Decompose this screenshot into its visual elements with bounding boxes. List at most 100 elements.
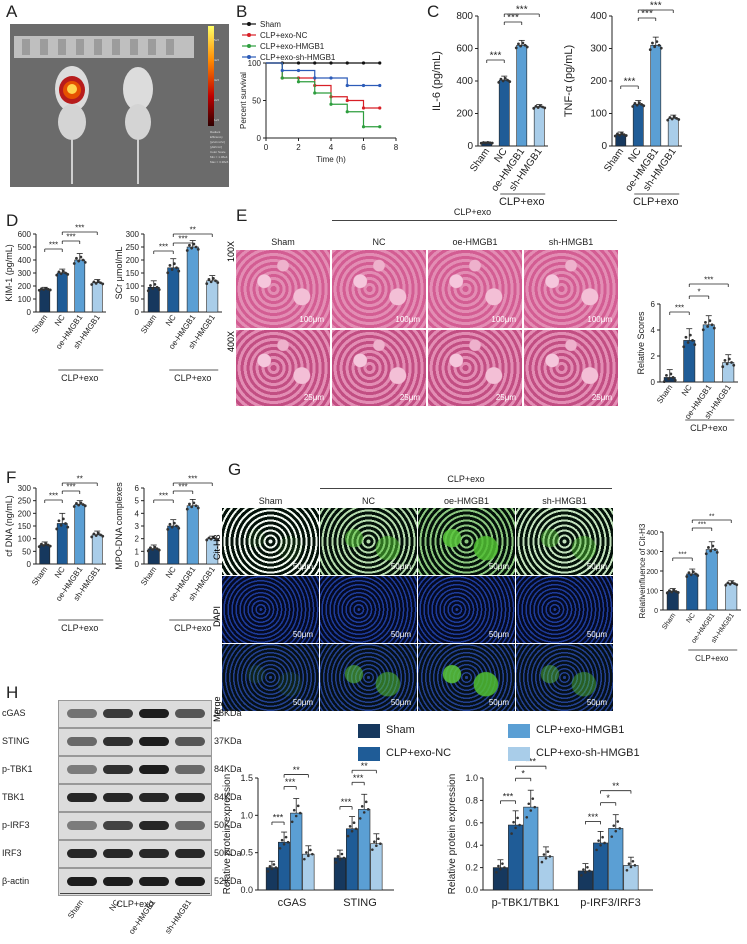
data-point bbox=[726, 581, 730, 585]
data-point bbox=[157, 548, 161, 552]
scale-bar-label: 25μm bbox=[303, 393, 324, 402]
data-point bbox=[694, 572, 697, 576]
blot-size-label: 52KDa bbox=[214, 876, 242, 886]
g-top-label: CLP+exo bbox=[447, 474, 485, 484]
data-point bbox=[75, 502, 78, 505]
scale-bar-label: 25μm bbox=[399, 393, 420, 402]
legend-label-sham: Sham bbox=[386, 724, 415, 736]
scale-bar-label: 100μm bbox=[587, 315, 612, 324]
y-axis-label: cf DNA (ng/mL) bbox=[4, 495, 14, 557]
survival-point bbox=[313, 76, 317, 80]
data-point bbox=[601, 835, 604, 839]
panel-letter-d: D bbox=[6, 211, 19, 230]
data-point bbox=[586, 865, 589, 869]
legend-marker bbox=[247, 22, 251, 26]
bar bbox=[725, 583, 738, 611]
x-tick-label: 4 bbox=[329, 143, 334, 152]
y-tick-label: 300 bbox=[18, 269, 32, 278]
significance-label: *** bbox=[704, 276, 713, 285]
data-point bbox=[278, 847, 282, 850]
bar bbox=[608, 828, 624, 891]
data-point bbox=[79, 501, 83, 505]
data-point bbox=[691, 570, 695, 574]
scale-bar-label: 50μm bbox=[292, 562, 313, 571]
data-point bbox=[501, 79, 505, 83]
significance-label: *** bbox=[507, 13, 519, 24]
survival-point bbox=[378, 61, 382, 65]
group-bracket-label: CLP+exo bbox=[174, 623, 211, 633]
y-tick-label: 200 bbox=[646, 569, 658, 576]
legend-marker bbox=[247, 33, 251, 37]
scale-bar-label: 25μm bbox=[495, 393, 516, 402]
data-point bbox=[194, 504, 198, 508]
data-point bbox=[340, 852, 344, 856]
data-point bbox=[46, 287, 50, 291]
data-point bbox=[190, 505, 194, 509]
survival-point bbox=[296, 80, 301, 84]
y-tick-label: 100 bbox=[18, 535, 32, 544]
data-point bbox=[708, 319, 712, 323]
y-axis-label: Relative protein expression bbox=[447, 774, 458, 895]
data-point bbox=[541, 105, 544, 109]
y-tick-label: 5 bbox=[135, 497, 140, 506]
data-point bbox=[542, 853, 546, 856]
data-point bbox=[727, 357, 731, 361]
e-top-label: CLP+exo bbox=[453, 207, 492, 217]
data-point bbox=[721, 365, 725, 369]
data-point bbox=[216, 281, 220, 285]
y-tick-label: 0 bbox=[654, 608, 658, 615]
colorbar-label: 3e5 bbox=[214, 78, 220, 82]
data-point bbox=[603, 841, 606, 845]
data-point bbox=[670, 117, 674, 121]
data-point bbox=[194, 245, 198, 249]
g-col-oe: oe-HMGB1 bbox=[443, 496, 489, 506]
data-point bbox=[366, 808, 370, 811]
bar bbox=[577, 870, 593, 891]
he-image: 25μm bbox=[236, 330, 330, 406]
x-tick-label: Sham bbox=[30, 313, 50, 336]
data-point bbox=[177, 269, 181, 273]
data-point bbox=[732, 363, 736, 367]
data-point bbox=[59, 272, 63, 276]
y-tick-label: 6 bbox=[651, 300, 656, 309]
y-tick-label: 2 bbox=[651, 352, 656, 361]
blot-band bbox=[103, 821, 133, 830]
data-point bbox=[693, 343, 697, 347]
blot-band bbox=[103, 793, 133, 802]
y-tick-label: 100 bbox=[590, 109, 607, 120]
data-point bbox=[668, 116, 672, 119]
blot-band bbox=[67, 877, 97, 886]
bar bbox=[91, 282, 103, 313]
data-point bbox=[48, 544, 52, 548]
data-point bbox=[146, 289, 150, 293]
x-tick-label: Sham bbox=[30, 565, 50, 588]
h-legend: Sham CLP+exo-HMGB1 CLP+exo-NC CLP+exo-sh… bbox=[358, 724, 678, 768]
data-point bbox=[196, 506, 200, 510]
data-point bbox=[305, 851, 308, 854]
data-point bbox=[519, 44, 523, 48]
bar bbox=[39, 288, 51, 313]
data-point bbox=[266, 870, 270, 873]
legend-marker bbox=[247, 44, 251, 48]
data-point bbox=[521, 41, 525, 45]
e-col-sham: Sham bbox=[271, 237, 295, 247]
data-point bbox=[354, 827, 358, 831]
data-point bbox=[582, 868, 585, 871]
data-point bbox=[631, 105, 635, 108]
survival-point bbox=[345, 110, 349, 114]
category-label: p-IRF3/IRF3 bbox=[580, 897, 641, 909]
bar bbox=[147, 548, 160, 565]
data-point bbox=[175, 524, 178, 528]
data-point bbox=[294, 814, 298, 818]
x-tick-label: NC bbox=[685, 612, 697, 624]
data-point bbox=[536, 106, 540, 109]
data-point bbox=[709, 549, 713, 553]
x-tick-label: NC bbox=[53, 565, 67, 580]
bar bbox=[74, 259, 86, 313]
if-image: 50μm bbox=[222, 508, 319, 575]
data-point bbox=[342, 856, 346, 860]
data-point bbox=[44, 542, 48, 546]
bar bbox=[533, 106, 545, 147]
blot-bracket-label: CLP+exo bbox=[116, 899, 154, 909]
data-point bbox=[214, 279, 217, 283]
